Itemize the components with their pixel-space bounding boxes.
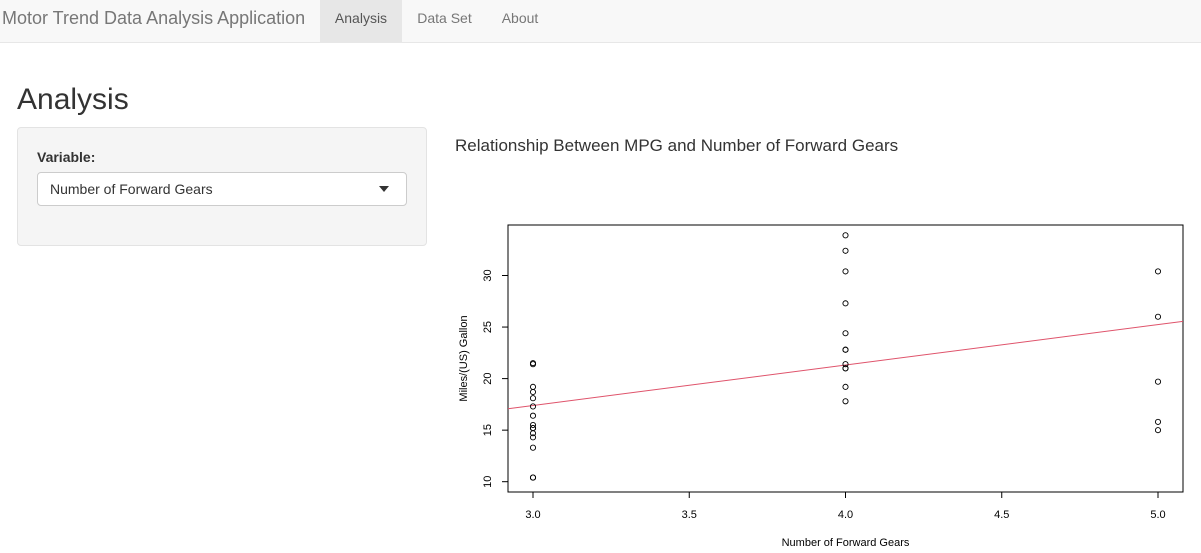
tab-analysis[interactable]: Analysis xyxy=(320,0,402,43)
data-point xyxy=(1154,427,1162,434)
data-point xyxy=(1154,418,1162,425)
plot-title: Relationship Between MPG and Number of F… xyxy=(455,136,899,155)
scatter-plot: 3.0 3.5 4.0 4.5 5.0 10 15 20 25 30 Number of Forwa… xyxy=(458,224,1184,549)
data-point xyxy=(842,361,849,368)
y-tick-label: 15 xyxy=(482,424,494,436)
x-axis-label: Number of Forward Gears xyxy=(782,537,910,549)
navbar: Motor Trend Data Analysis Application An… xyxy=(0,0,1201,43)
x-tick-label: 4.5 xyxy=(994,509,1009,521)
data-point xyxy=(842,247,849,254)
data-point xyxy=(842,300,849,307)
data-point xyxy=(529,395,537,402)
data-point xyxy=(842,346,849,353)
y-tick-label: 30 xyxy=(482,269,494,281)
data-point xyxy=(842,365,849,372)
x-tick-label: 3.5 xyxy=(682,509,697,521)
data-point xyxy=(842,268,849,275)
variable-select[interactable]: Number of Forward Gears xyxy=(37,172,407,206)
app-brand[interactable]: Motor Trend Data Analysis Application xyxy=(2,8,306,28)
data-point xyxy=(842,232,849,239)
data-point xyxy=(529,388,537,396)
data-point xyxy=(529,360,537,367)
data-point xyxy=(1154,313,1162,320)
variable-label: Variable: xyxy=(37,149,96,165)
data-point xyxy=(529,474,537,481)
plot-frame xyxy=(507,224,1184,493)
data-point xyxy=(529,403,537,410)
data-point xyxy=(529,421,537,429)
data-point xyxy=(529,383,537,390)
y-axis-label: Miles/(US) Gallon xyxy=(458,315,470,401)
data-point xyxy=(842,398,849,405)
y-tick-label: 10 xyxy=(482,476,494,488)
sidebar-panel: Variable: Number of Forward Gears xyxy=(17,127,427,246)
x-tick-label: 4.0 xyxy=(838,509,853,521)
data-point xyxy=(529,412,537,419)
data-point xyxy=(842,383,849,390)
tab-about[interactable]: About xyxy=(501,10,539,26)
chevron-down-icon[interactable] xyxy=(379,186,389,192)
data-point xyxy=(1154,268,1162,275)
page-title: Analysis xyxy=(17,83,129,116)
x-tick-label: 3.0 xyxy=(525,509,540,521)
data-point xyxy=(529,444,537,451)
tab-data-set[interactable]: Data Set xyxy=(417,10,472,26)
data-point xyxy=(529,434,537,441)
y-tick-label: 20 xyxy=(482,372,494,384)
data-point xyxy=(529,425,537,432)
variable-select-value: Number of Forward Gears xyxy=(50,181,213,197)
regression-line xyxy=(508,320,1183,410)
data-point xyxy=(1154,378,1162,385)
y-tick-label: 25 xyxy=(482,321,494,333)
data-point xyxy=(842,330,849,337)
x-tick-label: 5.0 xyxy=(1150,509,1165,521)
